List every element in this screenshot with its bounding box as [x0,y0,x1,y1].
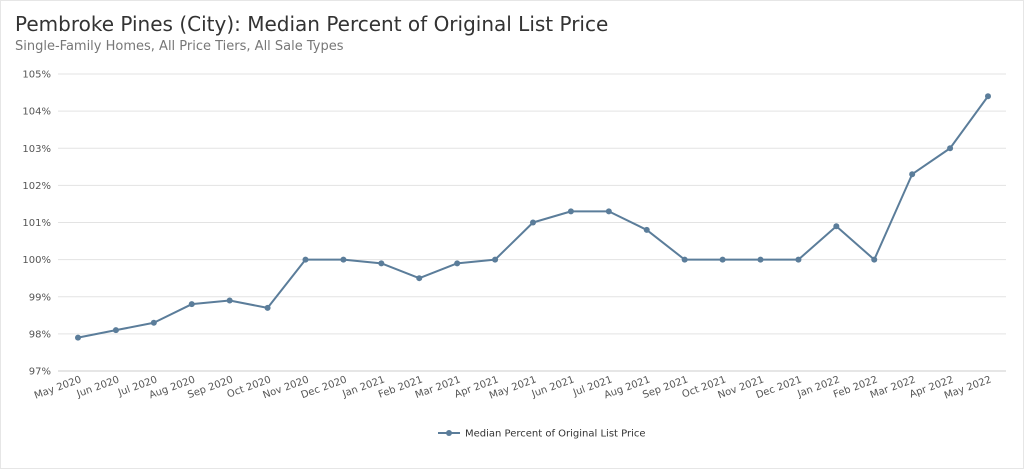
data-point[interactable] [150,319,157,326]
legend-marker [446,430,452,436]
data-point[interactable] [340,256,347,263]
data-point[interactable] [947,145,954,152]
legend[interactable]: Median Percent of Original List Price [438,429,646,440]
data-point[interactable] [605,208,612,215]
data-point[interactable] [75,334,81,341]
data-point[interactable] [416,275,423,282]
y-tick-label: 102% [22,181,51,192]
data-point[interactable] [833,223,840,230]
legend-label[interactable]: Median Percent of Original List Price [465,429,646,440]
data-point[interactable] [985,93,991,100]
y-tick-label: 105% [22,70,51,81]
data-point[interactable] [871,256,878,263]
data-point[interactable] [378,260,385,267]
series-layer [75,93,991,341]
data-point[interactable] [681,256,688,263]
data-point[interactable] [530,219,536,226]
y-tick-label: 100% [22,255,51,266]
data-point[interactable] [719,256,726,263]
y-tick-label: 101% [22,218,51,229]
y-tick-label: 103% [22,144,51,155]
gridlines [58,73,1006,372]
x-tick-label: May 2020 [33,374,83,401]
data-point[interactable] [112,327,119,334]
y-tick-label: 97% [29,367,51,378]
y-tick-label: 99% [29,292,51,303]
y-tick-label: 104% [22,107,51,118]
data-point[interactable] [188,301,195,308]
chart-subtitle: Single-Family Homes, All Price Tiers, Al… [15,39,344,54]
data-point[interactable] [454,260,461,267]
data-point[interactable] [757,256,764,263]
data-point[interactable] [492,256,499,263]
data-point[interactable] [643,226,650,233]
data-point[interactable] [226,297,233,304]
series-line [77,95,989,339]
data-point[interactable] [264,304,271,311]
chart-title: Pembroke Pines (City): Median Percent of… [15,12,609,36]
data-point[interactable] [909,171,916,178]
data-point[interactable] [795,256,802,263]
data-point[interactable] [302,256,309,263]
x-tick-label: Jun 2020 [75,374,121,400]
x-tick-label: Jun 2021 [530,374,576,400]
y-axis: 97% 98% 99% 100% 101% 102% 103% 104% 105% [22,70,51,378]
data-point[interactable] [567,208,574,215]
y-tick-label: 98% [29,329,51,340]
